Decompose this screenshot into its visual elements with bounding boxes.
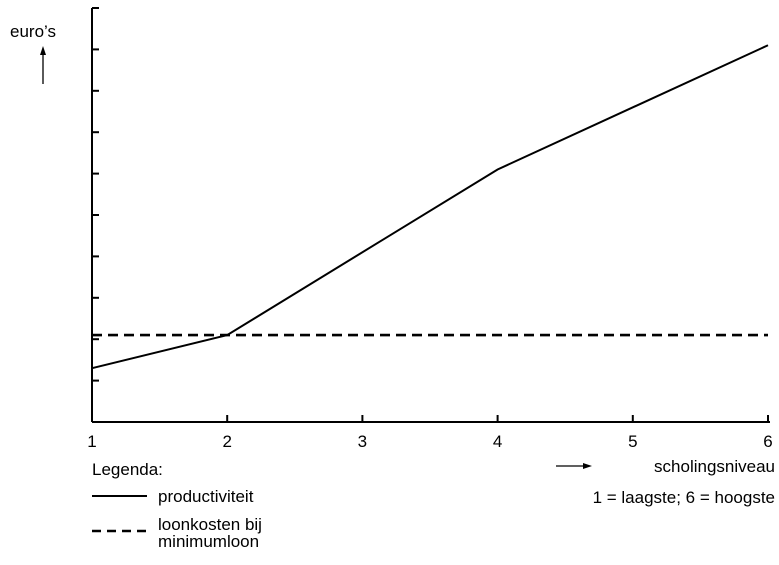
x-tick-label: 3	[358, 432, 367, 451]
x-tick-label: 6	[763, 432, 772, 451]
y-axis-label: euro’s	[10, 22, 56, 41]
x-tick-label: 4	[493, 432, 502, 451]
legend-label-loonkosten-line1: loonkosten bij	[158, 515, 262, 534]
legend-label-loonkosten: loonkosten bij minimumloon	[158, 515, 267, 551]
x-axis-label: scholingsniveau	[654, 457, 775, 476]
x-tick-label: 1	[87, 432, 96, 451]
legend: Legenda: productiviteit loonkosten bij m…	[92, 460, 267, 551]
legend-title: Legenda:	[92, 460, 163, 479]
x-axis-note: 1 = laagste; 6 = hoogste	[593, 488, 775, 507]
x-axis-arrow-icon	[556, 463, 592, 469]
legend-label-loonkosten-line2: minimumloon	[158, 532, 259, 551]
y-axis-arrow-icon	[40, 46, 46, 84]
series-line-productiviteit	[91, 44, 769, 370]
x-tick-label: 2	[222, 432, 231, 451]
axes	[91, 8, 770, 423]
series-lines	[91, 44, 769, 370]
y-ticks	[92, 7, 99, 423]
x-tick-label: 5	[628, 432, 637, 451]
legend-label-productiviteit: productiviteit	[158, 487, 254, 506]
x-ticks: 1 2 3 4 5 6	[87, 415, 773, 451]
